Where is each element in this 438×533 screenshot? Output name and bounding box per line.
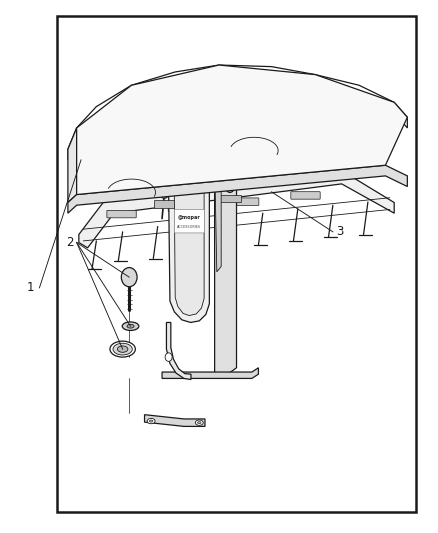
Text: ACCESSORIES: ACCESSORIES <box>177 225 201 229</box>
Bar <box>220 195 241 202</box>
Text: 3: 3 <box>336 225 344 238</box>
Text: 2: 2 <box>66 236 73 249</box>
Polygon shape <box>68 165 407 213</box>
Ellipse shape <box>117 346 128 352</box>
FancyBboxPatch shape <box>230 198 259 205</box>
Circle shape <box>160 188 169 198</box>
FancyBboxPatch shape <box>291 192 320 199</box>
Circle shape <box>165 353 172 361</box>
FancyBboxPatch shape <box>168 204 198 212</box>
Ellipse shape <box>147 418 155 424</box>
Polygon shape <box>68 128 77 203</box>
Polygon shape <box>215 148 237 376</box>
Ellipse shape <box>122 322 139 330</box>
Circle shape <box>121 268 137 287</box>
Polygon shape <box>162 368 258 378</box>
Circle shape <box>226 182 234 192</box>
Ellipse shape <box>113 343 132 355</box>
Polygon shape <box>68 65 407 160</box>
FancyBboxPatch shape <box>174 209 205 233</box>
Bar <box>57 16 416 512</box>
Ellipse shape <box>149 420 153 422</box>
Text: @mopar: @mopar <box>178 215 201 220</box>
FancyBboxPatch shape <box>107 211 136 218</box>
Polygon shape <box>169 138 209 322</box>
Polygon shape <box>77 65 407 195</box>
Ellipse shape <box>198 422 201 424</box>
Ellipse shape <box>127 324 134 328</box>
Ellipse shape <box>195 420 203 425</box>
Text: 1: 1 <box>27 281 35 294</box>
Polygon shape <box>215 155 221 272</box>
Polygon shape <box>184 115 285 149</box>
Bar <box>154 200 175 208</box>
Ellipse shape <box>110 341 135 357</box>
Polygon shape <box>79 171 394 248</box>
FancyBboxPatch shape <box>171 119 194 138</box>
Polygon shape <box>166 322 191 379</box>
Polygon shape <box>145 415 205 426</box>
Polygon shape <box>174 152 204 316</box>
